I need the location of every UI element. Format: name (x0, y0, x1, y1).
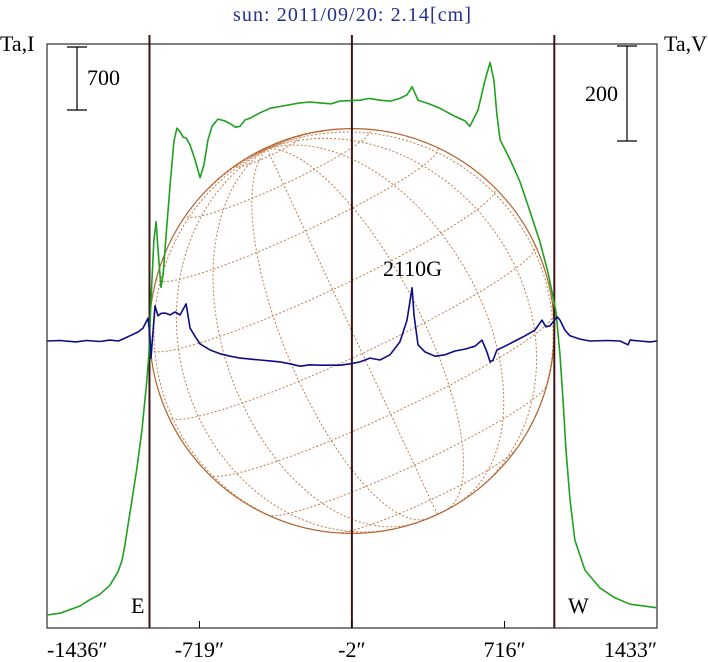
latitude-line (156, 147, 439, 283)
x-tick-marks (46, 621, 658, 628)
right-scale-bar-label: 200 (585, 81, 618, 106)
polarization-curve (46, 287, 658, 367)
latitude-line (209, 314, 555, 477)
latitude-line (338, 449, 516, 534)
longitude-line (266, 131, 554, 432)
latitude-line (267, 384, 548, 517)
left-axis-label: Ta,I (0, 31, 35, 56)
longitude-line (251, 148, 428, 521)
longitude-line (266, 148, 464, 510)
latitude-line (235, 135, 301, 168)
x-tick-label: -719″ (175, 637, 225, 662)
longitude-line (180, 148, 268, 223)
longitude-line (175, 148, 395, 533)
left-scale-bar (67, 46, 87, 111)
intensity-curve (46, 61, 658, 616)
longitude-line (212, 148, 413, 528)
right-scale-bar (617, 45, 637, 142)
chart-title: sun: 2011/09/20: 2.14[cm] (233, 4, 471, 26)
latitude-line (185, 128, 371, 218)
right-axis-label: Ta,V (664, 31, 707, 56)
longitude-line (153, 148, 316, 531)
x-tick-label: -1436″ (47, 637, 108, 662)
longitude-line (266, 144, 505, 502)
latitude-line (150, 188, 497, 353)
west-limb-label: W (568, 593, 589, 618)
x-tick-label: 1433″ (604, 637, 657, 662)
x-tick-label: -2″ (338, 637, 366, 662)
longitude-line (266, 139, 286, 150)
longitude-line (266, 148, 438, 515)
x-tick-label: 716″ (483, 637, 525, 662)
active-region-annotation: 2110G (383, 256, 442, 281)
east-limb-label: E (131, 593, 144, 618)
reference-lines (148, 35, 556, 628)
longitude-line (266, 137, 538, 491)
left-scale-bar-label: 700 (87, 65, 120, 90)
